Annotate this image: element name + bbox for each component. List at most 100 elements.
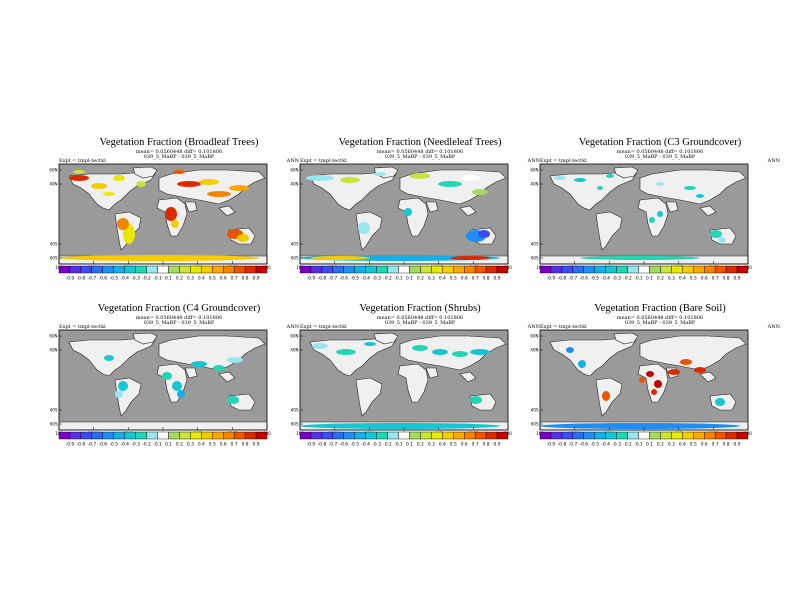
colorbar-swatch — [420, 265, 432, 274]
colorbar-swatch — [431, 265, 443, 274]
mean-diff: mean= 0.0560448 diff= 0.101806 — [376, 315, 464, 321]
vegetation-patch — [649, 217, 655, 223]
vegetation-patch — [310, 256, 370, 260]
continent-greenland — [132, 332, 158, 345]
lat-label: 60N — [290, 167, 298, 172]
colorbar-swatch — [332, 265, 344, 274]
continent-africa — [637, 363, 669, 403]
lat-label: 40N — [49, 181, 57, 186]
colorbar-swatch — [693, 265, 705, 274]
colorbar-label: 0.8 — [483, 442, 490, 448]
vegetation-patch — [69, 175, 89, 181]
colorbar-swatch — [223, 265, 235, 274]
colorbar-label: 0.3 — [187, 442, 194, 448]
experiment-diff: 039_5_MaBP - 039_5_MaBP — [624, 154, 696, 160]
vegetation-patch — [404, 208, 412, 216]
colorbar-label: -0.1 — [153, 276, 162, 282]
colorbar-swatch — [398, 431, 410, 440]
colorbar-label: 0.3 — [668, 442, 675, 448]
vegetation-patch — [177, 181, 201, 187]
colorbar-swatch — [496, 265, 509, 274]
vegetation-patch — [73, 170, 85, 174]
colorbar-label: -0.5 — [590, 442, 599, 448]
vegetation-patch — [117, 218, 129, 230]
colorbar-swatch — [168, 265, 180, 274]
colorbar-swatch — [135, 265, 147, 274]
panel-title: Vegetation Fraction (Shrubs) — [359, 303, 481, 314]
colorbar-label: 0.9 — [734, 276, 741, 282]
expt-label: Expt = tmpl-tectkl — [300, 324, 347, 330]
period-label: ANN — [767, 324, 780, 330]
vegetation-patch — [694, 367, 706, 373]
colorbar-swatch — [376, 431, 388, 440]
lon-label: 180 — [744, 431, 752, 436]
colorbar-swatch — [321, 431, 334, 440]
vegetation-patch — [715, 398, 725, 406]
colorbar-label: 0.5 — [690, 276, 697, 282]
panel-bare-soil: Vegetation Fraction (Bare Soil) mean= 0.… — [530, 303, 780, 483]
lat-label: 60N — [49, 333, 57, 338]
colorbar-label: 0.2 — [417, 442, 424, 448]
vegetation-patch — [460, 175, 480, 181]
continent-arabia — [184, 201, 198, 213]
colorbar-swatch — [255, 431, 268, 440]
colorbar-swatch — [91, 431, 103, 440]
colorbar-swatch — [146, 431, 158, 440]
colorbar-swatch — [496, 431, 509, 440]
colorbar-swatch — [453, 265, 465, 274]
vegetation-patch — [606, 174, 614, 178]
colorbar-label: -0.3 — [372, 276, 381, 282]
colorbar-swatch — [212, 431, 224, 440]
continent-southeast-asia — [459, 371, 477, 383]
colorbar-label: 0.6 — [220, 442, 227, 448]
colorbar-swatch — [212, 265, 224, 274]
expt-label: Expt = tmpl-tectkl — [540, 158, 587, 164]
continent-southeast-asia — [459, 205, 477, 217]
vegetation-patch — [656, 182, 664, 186]
continent-africa — [637, 197, 669, 237]
colorbar-label: 0.8 — [242, 442, 249, 448]
lat-label: 40S — [291, 407, 299, 412]
colorbar-label: -0.3 — [612, 442, 621, 448]
colorbar-label: 0.2 — [417, 276, 424, 282]
colorbar-swatch — [80, 431, 93, 440]
period-label: ANN — [286, 324, 299, 330]
lat-label: 60S — [291, 421, 299, 426]
continent-arabia — [425, 201, 439, 213]
colorbar-swatch — [365, 431, 377, 440]
colorbar-label: -0.6 — [99, 276, 108, 282]
colorbar-label: 0.4 — [439, 442, 446, 448]
vegetation-patch — [91, 183, 107, 189]
vegetation-patch — [540, 423, 740, 429]
colorbar-label: -0.7 — [329, 442, 338, 448]
colorbar-swatch — [102, 265, 114, 274]
colorbar-label: -0.7 — [329, 276, 338, 282]
colorbar-swatch — [671, 431, 683, 440]
vegetation-map: 60N40N40S60S180120W60W060E120E180 — [49, 329, 271, 436]
expt-label: Expt = tmpl-tectkl — [59, 158, 106, 164]
colorbar: -0.9 -0.8 -0.7 -0.6 -0.5 -0.4 -0.3 -0.2 -0.1 0.1 0… — [539, 265, 749, 282]
lon-label: 180 — [263, 265, 271, 270]
experiment-diff: 039_5_MaBP - 039_5_MaBP — [384, 320, 456, 326]
colorbar-swatch — [343, 431, 355, 440]
colorbar-swatch — [343, 265, 355, 274]
continent-south-america — [355, 377, 383, 417]
colorbar-swatch — [605, 431, 617, 440]
period-label: ANN — [527, 324, 540, 330]
continent-southeast-asia — [699, 205, 717, 217]
colorbar-label: -0.4 — [601, 276, 610, 282]
vegetation-patch — [173, 170, 185, 174]
colorbar-swatch — [179, 431, 191, 440]
colorbar-label: -0.9 — [66, 442, 75, 448]
vegetation-patch — [472, 189, 488, 195]
colorbar-label: -0.9 — [547, 276, 556, 282]
colorbar-label: 0.1 — [165, 442, 172, 448]
vegetation-patch — [374, 172, 386, 176]
colorbar-label: -0.3 — [372, 442, 381, 448]
lat-label: 40S — [291, 241, 299, 246]
colorbar-label: -0.7 — [569, 276, 578, 282]
colorbar-label: 0.7 — [231, 442, 238, 448]
colorbar-swatch — [299, 431, 312, 440]
colorbar-swatch — [616, 265, 628, 274]
vegetation-patch — [710, 230, 722, 238]
